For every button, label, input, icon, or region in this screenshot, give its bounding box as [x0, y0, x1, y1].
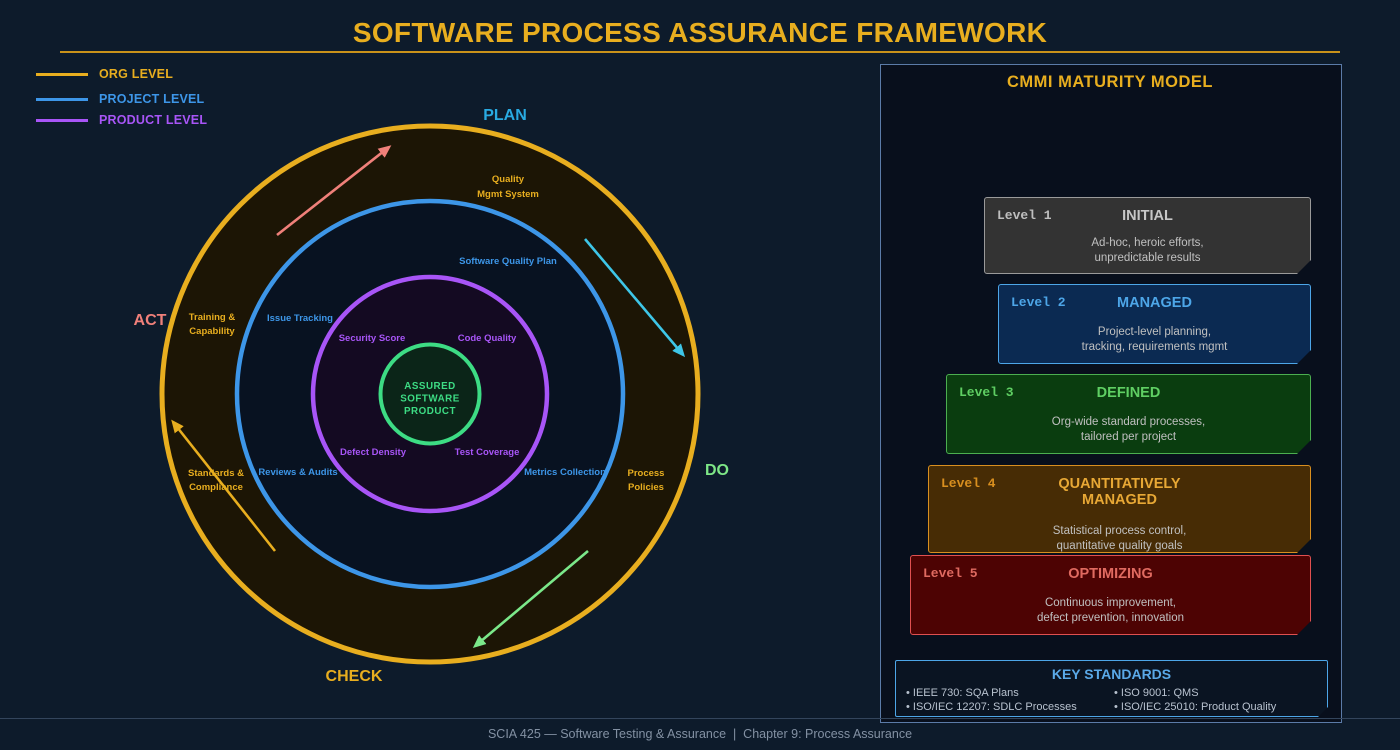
svg-text:Mgmt System: Mgmt System	[477, 189, 539, 200]
svg-text:ASSURED: ASSURED	[404, 381, 455, 392]
svg-text:Standards &: Standards &	[188, 468, 244, 479]
svg-text:Software Quality Plan: Software Quality Plan	[459, 256, 557, 267]
svg-text:Code Quality: Code Quality	[458, 333, 517, 344]
svg-text:Training &: Training &	[189, 312, 236, 323]
svg-text:Test Coverage: Test Coverage	[455, 447, 520, 458]
svg-text:Policies: Policies	[628, 482, 664, 493]
svg-text:Defect Density: Defect Density	[340, 447, 407, 458]
svg-text:DO: DO	[705, 462, 729, 479]
svg-text:Security Score: Security Score	[339, 333, 406, 344]
svg-text:Compliance: Compliance	[189, 482, 243, 493]
svg-text:SOFTWARE: SOFTWARE	[400, 394, 460, 405]
svg-text:Reviews & Audits: Reviews & Audits	[258, 467, 337, 478]
svg-text:Capability: Capability	[189, 326, 235, 337]
svg-text:PLAN: PLAN	[483, 107, 527, 124]
svg-text:Issue Tracking: Issue Tracking	[267, 313, 333, 324]
svg-text:ACT: ACT	[134, 312, 167, 329]
svg-text:PRODUCT: PRODUCT	[404, 406, 456, 417]
svg-text:Metrics Collection: Metrics Collection	[524, 467, 606, 478]
svg-text:Process: Process	[628, 468, 665, 479]
svg-text:CHECK: CHECK	[326, 668, 383, 685]
svg-text:Quality: Quality	[492, 174, 525, 185]
